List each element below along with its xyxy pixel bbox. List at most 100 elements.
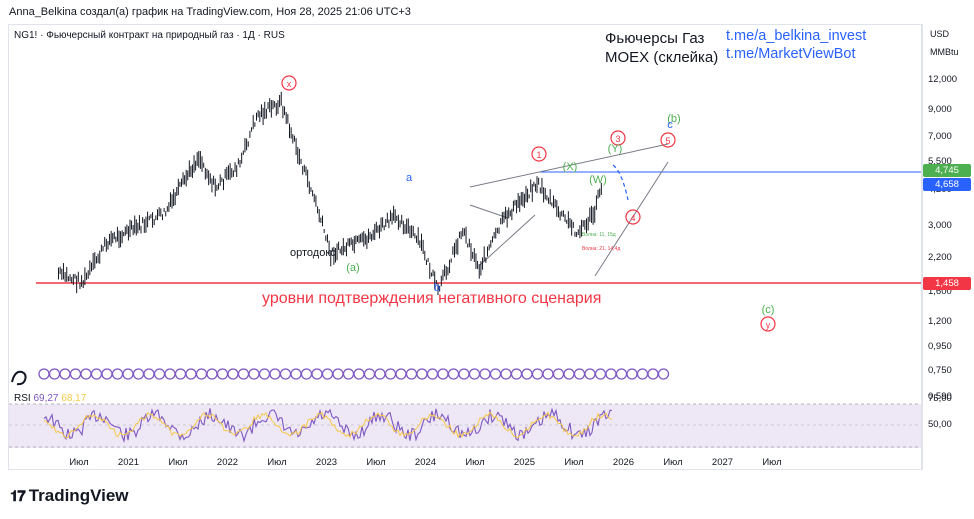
- event-marker[interactable]: [615, 368, 628, 380]
- wave-label: y: [766, 320, 771, 330]
- event-marker[interactable]: [195, 368, 208, 380]
- wave-label: (b): [667, 113, 680, 125]
- currency-label[interactable]: USD: [930, 29, 950, 39]
- negative-scenario-text: уровни подтверждения негативного сценари…: [262, 290, 602, 307]
- price-tag-blue: 4,658: [923, 178, 971, 191]
- event-marker[interactable]: [258, 368, 271, 380]
- unit-label[interactable]: MMBtu: [930, 47, 959, 57]
- event-marker[interactable]: [101, 368, 113, 380]
- symbol-line[interactable]: NG1! · Фьючерсный контракт на природный …: [14, 30, 285, 41]
- wave-label: 1: [536, 150, 541, 160]
- wave-circle: [625, 209, 641, 225]
- event-marker[interactable]: [342, 368, 355, 380]
- rsi-signal-line: [43, 411, 613, 439]
- wave-b-line: [469, 204, 509, 219]
- event-marker[interactable]: [153, 368, 166, 380]
- x-tick: Июл: [564, 457, 584, 468]
- event-marker[interactable]: [521, 368, 533, 380]
- wave-circle: [610, 130, 626, 146]
- event-marker[interactable]: [626, 368, 638, 380]
- event-marker[interactable]: [437, 368, 449, 380]
- x-tick: Июл: [267, 457, 287, 468]
- event-marker[interactable]: [416, 368, 428, 380]
- tradingview-logo[interactable]: 𝟏𝟕 TradingView: [10, 486, 129, 506]
- event-marker[interactable]: [300, 368, 313, 380]
- event-marker[interactable]: [269, 368, 281, 380]
- y-tick: 1,200: [928, 316, 952, 327]
- wave-label: 4: [630, 213, 635, 223]
- event-marker[interactable]: [143, 368, 155, 380]
- event-marker[interactable]: [332, 368, 344, 380]
- event-marker[interactable]: [353, 368, 365, 380]
- event-marker[interactable]: [69, 368, 82, 380]
- event-marker[interactable]: [111, 368, 124, 380]
- y-tick: 7,000: [928, 130, 952, 142]
- event-marker[interactable]: [363, 368, 376, 380]
- event-marker[interactable]: [164, 368, 176, 380]
- event-marker[interactable]: [500, 368, 512, 380]
- event-marker[interactable]: [447, 368, 460, 380]
- event-marker[interactable]: [216, 368, 229, 380]
- event-marker[interactable]: [584, 368, 596, 380]
- price-axis[interactable]: [922, 24, 974, 470]
- event-marker[interactable]: [405, 368, 418, 380]
- event-marker[interactable]: [594, 368, 607, 380]
- snail-icon[interactable]: [11, 370, 27, 386]
- event-marker[interactable]: [552, 368, 565, 380]
- event-marker[interactable]: [573, 368, 586, 380]
- event-marker[interactable]: [38, 368, 50, 380]
- rsi-band: [9, 404, 921, 448]
- event-marker[interactable]: [468, 368, 481, 380]
- event-marker[interactable]: [647, 368, 659, 380]
- links: t.me/a_belkina_invest t.me/MarketViewBot: [726, 27, 866, 63]
- event-marker[interactable]: [174, 368, 187, 380]
- event-marker[interactable]: [311, 368, 323, 380]
- y-tick: 3,000: [928, 219, 952, 231]
- event-marker[interactable]: [227, 368, 239, 380]
- event-marker[interactable]: [90, 368, 103, 380]
- event-marker[interactable]: [132, 368, 145, 380]
- event-marker[interactable]: [374, 368, 386, 380]
- event-marker[interactable]: [510, 368, 523, 380]
- wave-label: (Y): [608, 143, 623, 155]
- x-tick: 2026: [612, 457, 635, 468]
- price-tag-green: 4,745: [923, 164, 971, 177]
- event-marker[interactable]: [458, 368, 470, 380]
- event-marker[interactable]: [290, 368, 302, 380]
- logo-text: TradingView: [28, 486, 129, 505]
- event-marker[interactable]: [122, 368, 134, 380]
- event-marker[interactable]: [59, 368, 71, 380]
- event-marker[interactable]: [237, 368, 250, 380]
- link-2[interactable]: t.me/MarketViewBot: [726, 46, 856, 62]
- event-marker[interactable]: [531, 368, 544, 380]
- title-line-2: MOEX (склейка): [605, 49, 719, 66]
- event-markers[interactable]: [38, 368, 670, 380]
- event-marker[interactable]: [542, 368, 554, 380]
- y-tick: 0,750: [928, 365, 952, 377]
- y-tick: 5,500: [928, 155, 952, 167]
- chart-frame[interactable]: [8, 24, 922, 470]
- event-marker[interactable]: [426, 368, 439, 380]
- event-marker[interactable]: [605, 368, 617, 380]
- event-marker[interactable]: [48, 368, 61, 380]
- rsi-legend[interactable]: RSI 69,27 68,17: [14, 393, 86, 404]
- event-marker[interactable]: [657, 368, 670, 380]
- event-marker[interactable]: [80, 368, 92, 380]
- event-marker[interactable]: [563, 368, 575, 380]
- event-marker[interactable]: [248, 368, 260, 380]
- event-marker[interactable]: [636, 368, 649, 380]
- event-marker[interactable]: [395, 368, 407, 380]
- event-marker[interactable]: [479, 368, 491, 380]
- channel-right: [594, 161, 669, 277]
- event-marker[interactable]: [206, 368, 218, 380]
- wave-label: b: [434, 282, 440, 294]
- link-1[interactable]: t.me/a_belkina_invest: [726, 28, 867, 44]
- event-marker[interactable]: [384, 368, 397, 380]
- event-marker[interactable]: [185, 368, 197, 380]
- event-marker[interactable]: [279, 368, 292, 380]
- wave-circle: [660, 132, 676, 148]
- event-marker[interactable]: [489, 368, 502, 380]
- event-marker[interactable]: [321, 368, 334, 380]
- rsi-name: RSI: [14, 393, 31, 404]
